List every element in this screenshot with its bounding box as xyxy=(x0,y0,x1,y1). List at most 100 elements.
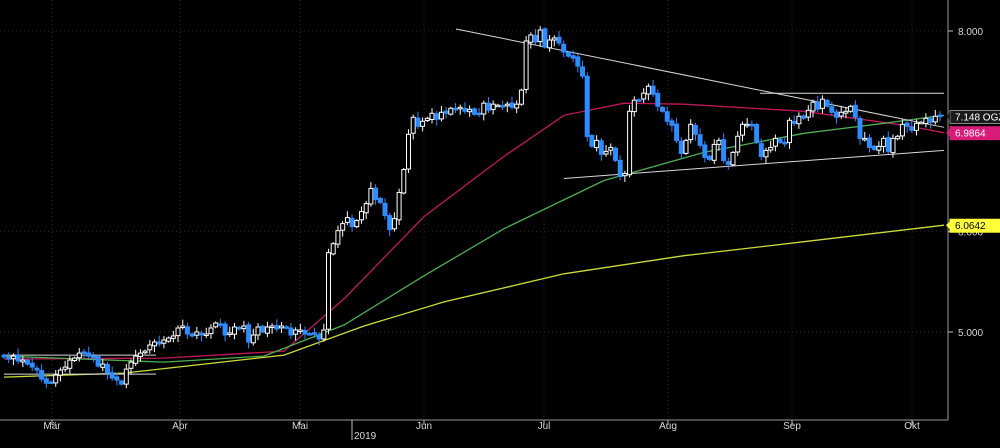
candle-up xyxy=(772,137,778,147)
candle-up xyxy=(133,355,139,364)
candle-down xyxy=(288,327,294,336)
candle-down xyxy=(561,43,567,53)
candle-down xyxy=(29,362,35,368)
candle-down xyxy=(95,355,101,367)
candle-up xyxy=(876,145,882,151)
candle-down xyxy=(909,126,915,131)
candle-up xyxy=(161,339,167,344)
candle-down xyxy=(584,75,590,137)
candle-down xyxy=(617,159,623,177)
candle-up xyxy=(881,137,887,147)
candle-down xyxy=(815,101,821,110)
candle-down xyxy=(476,112,482,116)
candle-down xyxy=(542,28,548,48)
candle-up xyxy=(321,329,327,340)
candle-down xyxy=(25,359,30,365)
price-tags: 7.148 OGZ 6.9864 6.0642 xyxy=(946,109,1000,233)
candle-down xyxy=(105,364,110,374)
candle-up xyxy=(20,359,26,363)
candle-up xyxy=(895,135,901,140)
candle-down xyxy=(434,113,440,120)
candle-down xyxy=(6,357,12,360)
candle-up xyxy=(152,341,157,347)
candle-down xyxy=(311,332,317,335)
candle-down xyxy=(834,111,839,118)
candle-down xyxy=(246,324,252,343)
candle-down xyxy=(349,217,355,228)
candle-up xyxy=(100,363,106,368)
candle-down xyxy=(81,351,87,354)
candle-up xyxy=(787,119,792,144)
y-tick-label: 6.000 xyxy=(958,228,983,239)
candle-up xyxy=(175,327,181,337)
moving-average-line xyxy=(3,224,945,378)
year-label: 2019 xyxy=(354,431,377,442)
candle-up xyxy=(62,366,68,370)
candle-up xyxy=(490,103,496,110)
candle-up xyxy=(547,39,553,49)
candle-up xyxy=(326,252,331,330)
candle-up xyxy=(67,359,73,369)
candle-up xyxy=(862,137,868,141)
candle-up xyxy=(683,139,689,154)
candle-down xyxy=(758,143,764,157)
candle-down xyxy=(453,107,458,111)
candle-down xyxy=(222,323,228,336)
candle-down xyxy=(387,215,393,231)
candle-down xyxy=(692,125,698,135)
candle-up xyxy=(232,326,237,335)
candle-up xyxy=(448,107,454,115)
candle-down xyxy=(937,114,943,118)
candle-down xyxy=(236,326,242,330)
candle-down xyxy=(791,121,797,124)
x-tick-label: Aug xyxy=(659,421,677,432)
candle-up xyxy=(279,325,284,329)
candle-down xyxy=(377,197,383,204)
candle-up xyxy=(899,123,905,137)
candle-up xyxy=(269,325,275,328)
candle-down xyxy=(871,145,877,150)
x-tick-label: Jun xyxy=(416,421,432,432)
candle-up xyxy=(424,117,430,122)
candle-up xyxy=(53,374,59,384)
candle-up xyxy=(128,361,134,369)
candle-down xyxy=(119,380,125,385)
candle-up xyxy=(76,352,82,359)
candle-up xyxy=(763,149,769,158)
candle-down xyxy=(754,124,760,143)
candle-up xyxy=(796,115,802,125)
candle-up xyxy=(730,151,736,166)
candle-down xyxy=(904,122,910,127)
candle-down xyxy=(702,144,708,158)
moving-average-line xyxy=(3,102,945,360)
candle-down xyxy=(749,123,755,127)
candle-up xyxy=(645,85,651,95)
price-tag: 6.0642 xyxy=(946,218,1000,233)
candle-up xyxy=(420,120,426,127)
axis-labels: 8.000 6.000 5.000 Mär Apr Mai Jun Jul Aug Sep Okt 2… xyxy=(43,27,983,442)
candle-up xyxy=(142,350,148,354)
candle-down xyxy=(274,325,280,330)
candle-down xyxy=(885,137,891,152)
candle-down xyxy=(580,66,585,77)
price-tag-pointer xyxy=(946,112,950,121)
candle-down xyxy=(570,55,576,59)
candle-up xyxy=(923,117,929,125)
candle-down xyxy=(556,36,562,44)
candle-up xyxy=(716,139,722,145)
candle-up xyxy=(170,335,176,339)
candle-down xyxy=(184,326,190,335)
candle-down xyxy=(43,378,49,384)
trendline xyxy=(455,28,945,128)
candle-down xyxy=(707,155,712,160)
candle-down xyxy=(697,134,703,146)
candle-down xyxy=(650,85,656,95)
candle-down xyxy=(655,92,661,107)
candle-up xyxy=(264,326,270,334)
candle-down xyxy=(86,352,92,357)
candle-down xyxy=(829,106,835,113)
candle-up xyxy=(457,106,463,110)
candle-up xyxy=(166,337,172,342)
candle-up xyxy=(297,329,303,332)
